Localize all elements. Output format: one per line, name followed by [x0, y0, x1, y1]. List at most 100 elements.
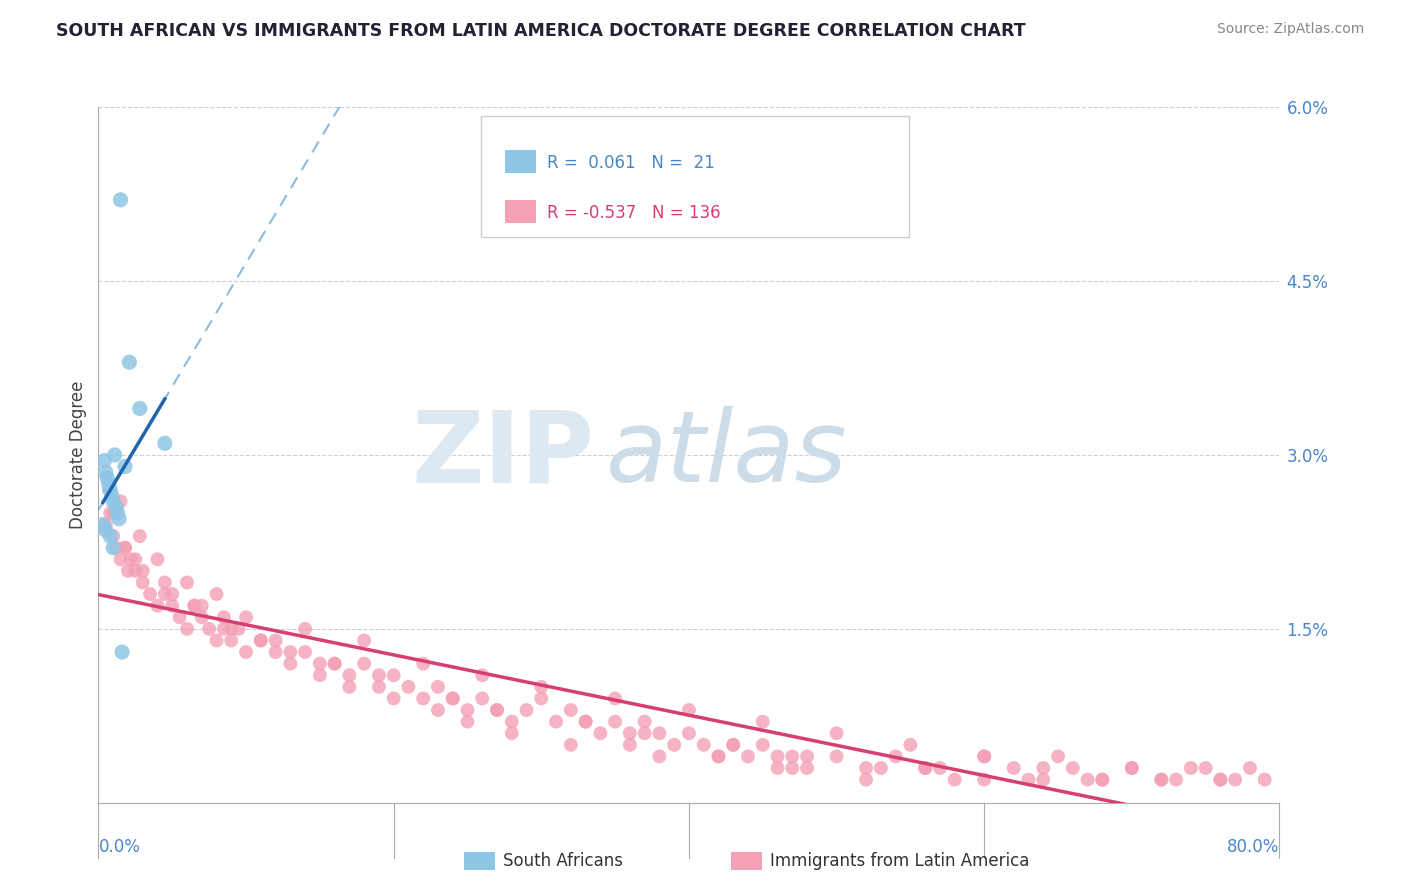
Point — [619, 726, 641, 740]
Point — [250, 633, 273, 648]
Point — [501, 726, 523, 740]
Point — [723, 738, 745, 752]
Point — [146, 599, 169, 613]
Point — [1195, 761, 1218, 775]
Point — [228, 622, 250, 636]
Point — [153, 436, 176, 450]
Point — [486, 703, 509, 717]
Point — [574, 714, 596, 729]
Point — [162, 599, 183, 613]
Point — [1032, 761, 1054, 775]
Point — [103, 506, 125, 520]
Point — [973, 772, 995, 787]
Point — [205, 633, 228, 648]
Point — [1180, 761, 1202, 775]
Point — [427, 680, 450, 694]
Point — [456, 714, 478, 729]
Point — [1164, 772, 1187, 787]
Point — [648, 726, 671, 740]
Point — [751, 714, 773, 729]
Point — [1150, 772, 1173, 787]
Point — [693, 738, 716, 752]
Point — [1017, 772, 1039, 787]
Point — [128, 529, 150, 543]
Point — [796, 749, 818, 764]
Point — [212, 622, 235, 636]
Point — [766, 749, 789, 764]
Point — [97, 483, 120, 497]
Point — [212, 610, 235, 624]
Point — [1062, 761, 1084, 775]
Point — [117, 564, 139, 578]
Point — [914, 761, 936, 775]
Text: 80.0%: 80.0% — [1227, 838, 1279, 855]
Point — [973, 749, 995, 764]
Point — [132, 564, 155, 578]
Point — [1002, 761, 1025, 775]
Point — [825, 749, 848, 764]
Point — [633, 714, 655, 729]
Point — [1223, 772, 1246, 787]
Text: ZIP: ZIP — [412, 407, 595, 503]
Point — [153, 587, 176, 601]
Point — [191, 610, 214, 624]
Point — [1121, 761, 1143, 775]
Point — [250, 633, 273, 648]
Point — [737, 749, 759, 764]
Point — [353, 657, 375, 671]
Point — [825, 726, 848, 740]
Point — [183, 599, 205, 613]
Point — [456, 703, 478, 717]
Point — [278, 657, 302, 671]
Point — [1091, 772, 1114, 787]
Point — [235, 645, 257, 659]
Point — [501, 714, 523, 729]
Point — [323, 657, 346, 671]
Point — [114, 459, 136, 474]
Point — [221, 622, 243, 636]
Point — [309, 657, 332, 671]
Point — [796, 761, 818, 775]
Point — [97, 476, 120, 491]
Point — [589, 726, 612, 740]
Point — [120, 552, 142, 566]
Point — [530, 680, 553, 694]
Point — [1150, 772, 1173, 787]
Point — [94, 523, 117, 537]
Point — [110, 193, 132, 207]
Point — [169, 610, 191, 624]
Point — [574, 714, 596, 729]
Point — [1209, 772, 1232, 787]
Point — [176, 575, 198, 590]
Point — [1121, 761, 1143, 775]
Point — [368, 680, 391, 694]
Point — [530, 691, 553, 706]
Point — [353, 633, 375, 648]
Point — [110, 552, 132, 566]
Point — [339, 680, 360, 694]
Point — [678, 726, 700, 740]
Point — [176, 622, 198, 636]
Point — [884, 749, 907, 764]
Point — [191, 599, 214, 613]
Point — [382, 668, 405, 682]
Text: R = -0.537   N = 136: R = -0.537 N = 136 — [547, 204, 721, 222]
Point — [782, 749, 804, 764]
Point — [546, 714, 568, 729]
Point — [368, 668, 391, 682]
Point — [560, 738, 582, 752]
Point — [96, 471, 118, 485]
Text: Source: ZipAtlas.com: Source: ZipAtlas.com — [1216, 22, 1364, 37]
Point — [309, 668, 332, 682]
Point — [560, 703, 582, 717]
Point — [471, 668, 494, 682]
Point — [1077, 772, 1099, 787]
Point — [1046, 749, 1069, 764]
Point — [107, 506, 129, 520]
Point — [855, 761, 877, 775]
Y-axis label: Doctorate Degree: Doctorate Degree — [69, 381, 87, 529]
Point — [139, 587, 162, 601]
Point — [105, 541, 128, 555]
Point — [108, 511, 131, 525]
Point — [103, 541, 125, 555]
